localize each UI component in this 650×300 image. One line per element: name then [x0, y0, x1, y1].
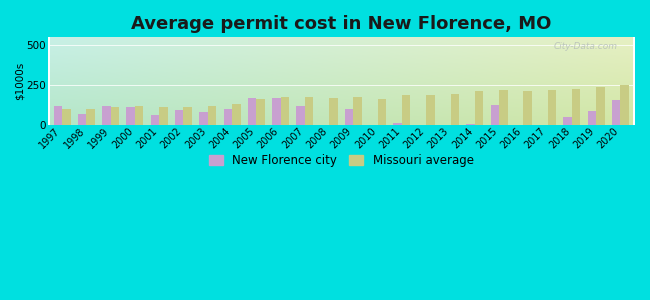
Bar: [53, 106, 62, 125]
Bar: [564, 117, 572, 125]
Bar: [272, 98, 281, 125]
Bar: [256, 99, 265, 125]
Bar: [208, 106, 216, 125]
Bar: [499, 90, 508, 125]
Bar: [450, 94, 459, 125]
Title: Average permit cost in New Florence, MO: Average permit cost in New Florence, MO: [131, 15, 551, 33]
Bar: [86, 109, 95, 125]
Bar: [547, 90, 556, 125]
Bar: [200, 112, 208, 125]
Bar: [111, 106, 119, 125]
Bar: [102, 106, 110, 125]
Bar: [523, 91, 532, 125]
Bar: [232, 104, 240, 125]
Bar: [62, 109, 71, 125]
Bar: [248, 98, 256, 125]
Bar: [151, 115, 159, 125]
Bar: [621, 85, 629, 125]
Bar: [345, 109, 354, 125]
Bar: [588, 110, 596, 125]
Bar: [305, 97, 313, 125]
Text: City-Data.com: City-Data.com: [553, 42, 618, 51]
Bar: [596, 87, 605, 125]
Bar: [296, 106, 305, 125]
Bar: [393, 123, 402, 125]
Bar: [466, 124, 474, 125]
Bar: [159, 106, 168, 125]
Bar: [224, 109, 232, 125]
Legend: New Florence city, Missouri average: New Florence city, Missouri average: [209, 154, 474, 167]
Bar: [474, 92, 484, 125]
Bar: [572, 89, 580, 125]
Bar: [281, 97, 289, 125]
Bar: [402, 95, 410, 125]
Bar: [354, 97, 362, 125]
Bar: [612, 100, 621, 125]
Bar: [78, 114, 86, 125]
Bar: [329, 98, 337, 125]
Bar: [183, 106, 192, 125]
Bar: [491, 105, 499, 125]
Bar: [175, 110, 183, 125]
Y-axis label: $1000s: $1000s: [15, 62, 25, 100]
Bar: [126, 107, 135, 125]
Bar: [426, 94, 435, 125]
Bar: [135, 106, 144, 125]
Bar: [378, 99, 386, 125]
